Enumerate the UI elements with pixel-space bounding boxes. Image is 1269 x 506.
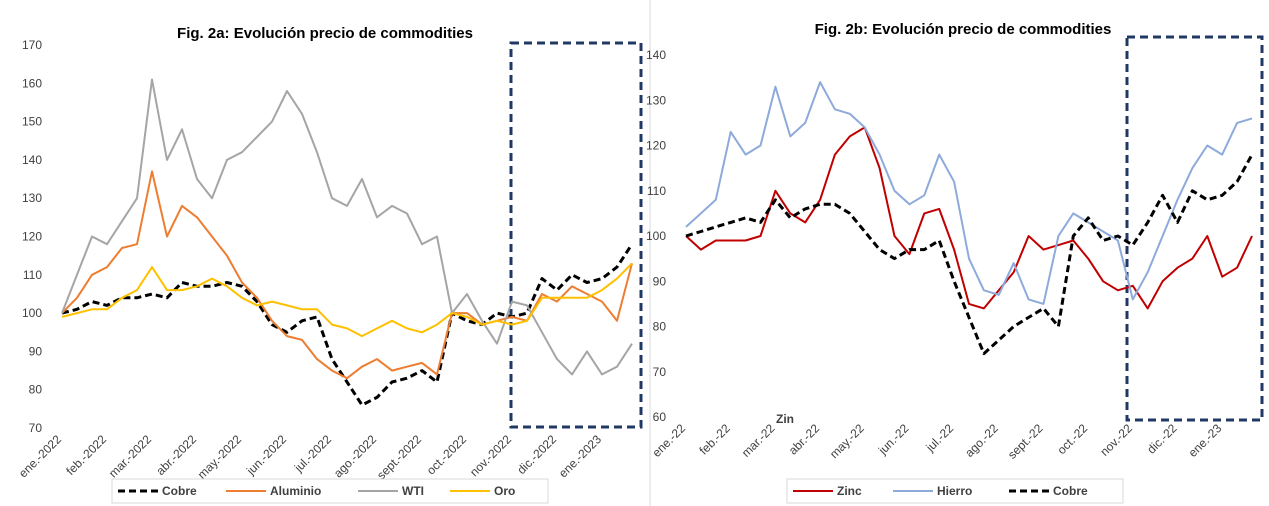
legend-box	[786, 478, 1124, 504]
chart-title: Fig. 2a: Evolución precio de commodities	[177, 25, 473, 42]
y-tick-label: 160	[22, 76, 42, 90]
series-line	[685, 81, 1253, 305]
y-tick-label: 60	[653, 410, 667, 424]
y-tick-label: 150	[22, 115, 42, 129]
y-tick-label: 100	[22, 306, 42, 320]
series-line	[61, 262, 633, 338]
series-line	[61, 170, 633, 380]
y-tick-label: 90	[29, 344, 43, 358]
y-tick-label: 120	[646, 139, 666, 153]
series-line	[61, 243, 634, 407]
series-line	[685, 153, 1254, 356]
series-line	[61, 78, 633, 376]
legend-label: WTI	[402, 484, 424, 498]
legend-label: Hierro	[937, 484, 972, 498]
legend-label: Cobre	[162, 484, 197, 498]
y-tick-label: 130	[646, 93, 666, 107]
y-tick-label: 120	[22, 230, 42, 244]
y-tick-label: 140	[22, 153, 42, 167]
legend-label: Cobre	[1053, 484, 1088, 498]
y-tick-label: 80	[29, 383, 43, 397]
y-tick-label: 90	[653, 274, 667, 288]
y-tick-label: 70	[29, 421, 43, 435]
y-tick-label: 80	[653, 320, 667, 334]
y-tick-label: 110	[647, 184, 666, 198]
y-tick-label: 100	[646, 229, 666, 243]
highlight-box	[1125, 35, 1264, 422]
series-line	[685, 126, 1253, 310]
y-tick-label: 70	[653, 365, 667, 379]
chart-title: Fig. 2b: Evolución precio de commodities	[815, 21, 1112, 38]
legend-label: Aluminio	[270, 484, 321, 498]
y-tick-label: 130	[22, 191, 42, 205]
legend-label: Oro	[494, 484, 515, 498]
legend-label: Zinc	[837, 484, 862, 498]
y-tick-label: 140	[646, 48, 666, 62]
y-tick-label: 170	[22, 38, 42, 52]
highlight-box	[509, 41, 643, 429]
annotation: Zin	[776, 412, 794, 426]
y-tick-label: 110	[23, 268, 42, 282]
